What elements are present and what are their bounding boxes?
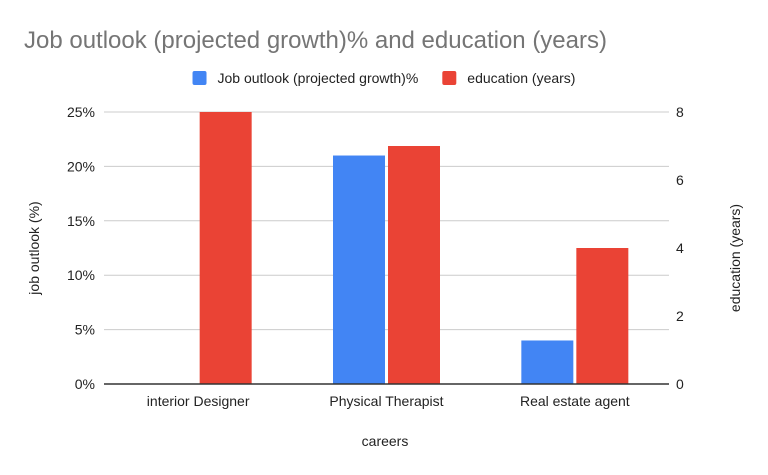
bars <box>199 112 629 384</box>
y2-tick-label: 8 <box>676 104 684 120</box>
x-tick-label: Real estate agent <box>520 393 630 409</box>
y-tick-label: 0% <box>75 376 95 392</box>
bar-education <box>388 146 440 384</box>
y2-tick-label: 0 <box>676 376 684 392</box>
chart-title: Job outlook (projected growth)% and educ… <box>24 27 607 54</box>
x-tick-label: interior Designer <box>147 393 250 409</box>
x-tick-label: Physical Therapist <box>329 393 443 409</box>
y-tick-label: 10% <box>67 267 95 283</box>
y2-tick-label: 2 <box>676 308 684 324</box>
right-axis-ticks: 0 2 4 6 8 <box>676 104 684 392</box>
legend: Job outlook (projected growth)% education… <box>192 70 575 86</box>
y2-tick-label: 4 <box>676 240 684 256</box>
bar-job-outlook <box>521 340 574 384</box>
x-axis-title: careers <box>362 433 409 449</box>
legend-swatch <box>192 71 207 85</box>
legend-swatch <box>442 71 457 85</box>
legend-label: education (years) <box>467 70 575 86</box>
y-axis-title: job outlook (%) <box>26 201 42 295</box>
bar-education <box>199 112 252 384</box>
gridlines <box>104 111 669 331</box>
bar-job-outlook <box>333 155 385 384</box>
y2-tick-label: 6 <box>676 172 684 188</box>
bar-education <box>576 248 629 384</box>
y-tick-label: 15% <box>67 213 95 229</box>
category-labels: interior Designer Physical Therapist Real … <box>147 393 630 409</box>
y-tick-label: 25% <box>67 104 95 120</box>
y-tick-label: 5% <box>75 322 95 338</box>
y2-axis-title: education (years) <box>727 204 743 312</box>
left-axis-ticks: 0% 5% 10% 15% 20% 25% <box>67 104 95 392</box>
legend-label: Job outlook (projected growth)% <box>218 70 419 86</box>
y-tick-label: 20% <box>67 158 95 174</box>
